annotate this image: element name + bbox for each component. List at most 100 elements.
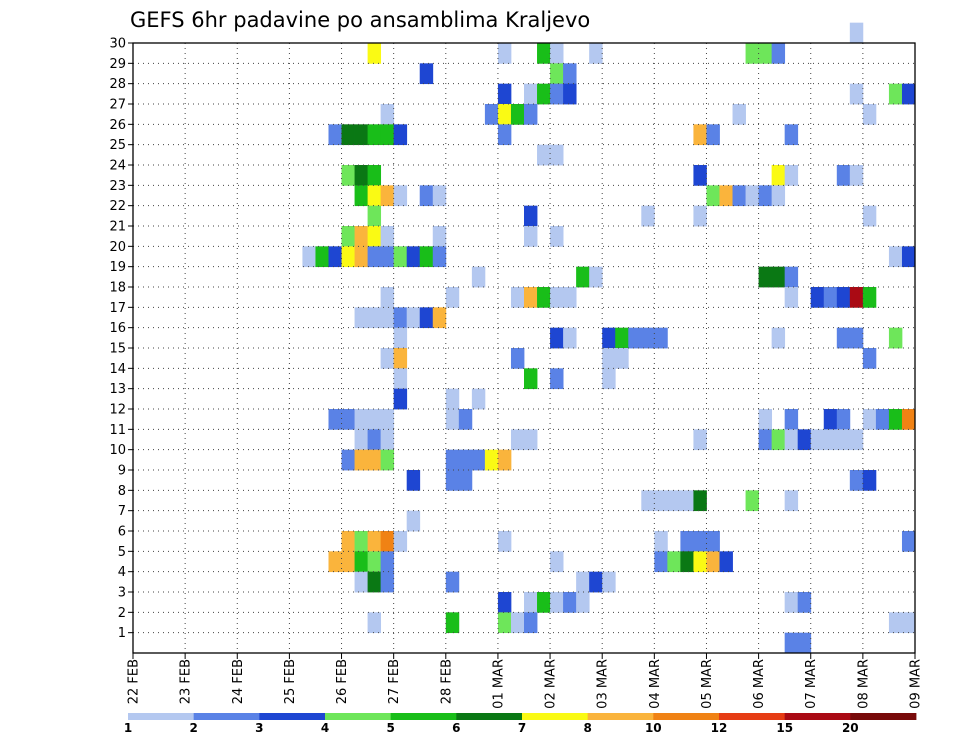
- heatmap-cell: [393, 246, 408, 268]
- heatmap-cell: [563, 592, 577, 613]
- x-tick-label: 03 MAR: [596, 659, 611, 709]
- y-tick-label: 23: [109, 179, 126, 194]
- heatmap-cell: [784, 124, 799, 146]
- heatmap-cell: [367, 185, 382, 207]
- legend-level-label: 15: [776, 721, 793, 735]
- heatmap-cell: [745, 490, 759, 512]
- legend-level-label: 5: [387, 721, 395, 735]
- legend-level-label: 20: [842, 721, 859, 735]
- heatmap-cell: [589, 266, 603, 288]
- heatmap-cell: [654, 531, 668, 552]
- heatmap-cell: [328, 246, 342, 268]
- heatmap-cell: [758, 429, 773, 451]
- legend-color-swatch: [850, 713, 917, 720]
- heatmap-cell: [445, 287, 460, 308]
- heatmap-cell: [667, 551, 681, 573]
- x-tick-label: 23 FEB: [179, 659, 194, 704]
- x-tick-label: 28 FEB: [439, 659, 454, 704]
- heatmap-cell: [354, 185, 368, 207]
- heatmap-cell: [380, 551, 395, 573]
- heatmap-cell: [524, 83, 538, 105]
- heatmap-cell: [641, 490, 655, 512]
- heatmap-cell: [693, 551, 707, 573]
- x-tick-label: 22 FEB: [127, 659, 142, 704]
- heatmap-cell: [537, 287, 551, 308]
- legend-level-label: 10: [645, 721, 662, 735]
- y-tick-label: 29: [109, 57, 126, 72]
- heatmap-cell: [328, 551, 342, 573]
- heatmap-cell: [458, 449, 473, 471]
- heatmap-cell: [380, 429, 395, 451]
- heatmap-cell: [524, 368, 538, 390]
- heatmap-cell: [693, 531, 707, 552]
- heatmap-cell: [641, 205, 655, 227]
- heatmap-cell: [341, 165, 355, 186]
- x-tick-label: 02 MAR: [544, 659, 559, 709]
- heatmap-cell: [510, 287, 525, 308]
- heatmap-cell: [367, 165, 382, 186]
- heatmap-cell: [341, 124, 355, 146]
- heatmap-cell: [367, 409, 382, 430]
- heatmap-cell: [341, 449, 355, 471]
- legend-level-label: 6: [452, 721, 460, 735]
- y-tick-label: 17: [109, 301, 126, 316]
- heatmap-cell: [862, 287, 877, 308]
- heatmap-cell: [524, 287, 538, 308]
- x-tick-label: 09 MAR: [909, 659, 924, 709]
- heatmap-cell: [393, 348, 408, 369]
- heatmap-cell: [771, 43, 786, 64]
- heatmap-cell: [719, 185, 733, 207]
- heatmap-cell: [406, 246, 421, 268]
- heatmap-cell: [341, 531, 355, 552]
- legend-color-swatch: [784, 713, 851, 720]
- y-tick-label: 13: [109, 382, 126, 397]
- heatmap-cell: [524, 429, 538, 451]
- heatmap-cell: [784, 409, 799, 430]
- heatmap-cell: [445, 409, 460, 430]
- heatmap-cell: [393, 327, 408, 349]
- legend-color-swatch: [325, 713, 392, 720]
- heatmap-cell: [745, 185, 759, 207]
- heatmap-cell: [771, 266, 786, 288]
- legend-level-label: 12: [711, 721, 728, 735]
- heatmap-cell: [354, 307, 368, 329]
- y-tick-label: 11: [109, 423, 126, 438]
- heatmap-cell: [563, 287, 577, 308]
- heatmap-cell: [380, 124, 395, 146]
- heatmap-cell: [445, 449, 460, 471]
- heatmap-cell: [367, 246, 382, 268]
- heatmap-cell: [550, 63, 564, 85]
- heatmap-cell: [745, 43, 759, 64]
- y-tick-label: 10: [109, 443, 126, 458]
- heatmap-cell: [497, 104, 512, 125]
- heatmap-cell: [484, 104, 499, 125]
- legend-color-swatch: [522, 713, 589, 720]
- heatmap-cell: [393, 368, 408, 390]
- heatmap-cell: [367, 612, 382, 634]
- heatmap-cell: [367, 571, 382, 593]
- heatmap-cell: [680, 490, 694, 512]
- heatmap-cell: [693, 165, 707, 186]
- heatmap-cell: [836, 409, 851, 430]
- heatmap-cell: [732, 185, 746, 207]
- heatmap-cell: [706, 531, 720, 552]
- legend-color-swatch: [193, 713, 260, 720]
- heatmap-cell: [823, 287, 838, 308]
- heatmap-cell: [510, 429, 525, 451]
- heatmap-cell: [537, 43, 551, 64]
- heatmap-cell: [836, 327, 851, 349]
- heatmap-cell: [510, 104, 525, 125]
- legend-color-swatch: [653, 713, 720, 720]
- heatmap-cell: [602, 327, 616, 349]
- heatmap-cell: [419, 246, 434, 268]
- y-tick-label: 26: [109, 118, 126, 133]
- heatmap-cell: [797, 632, 812, 654]
- legend-color-swatch: [456, 713, 523, 720]
- x-tick-label: 08 MAR: [856, 659, 871, 709]
- heatmap-cell: [393, 185, 408, 207]
- y-tick-label: 7: [118, 504, 126, 519]
- heatmap-cell: [393, 124, 408, 146]
- heatmap-cell: [510, 348, 525, 369]
- heatmap-cell: [380, 185, 395, 207]
- heatmap-cell: [836, 287, 851, 308]
